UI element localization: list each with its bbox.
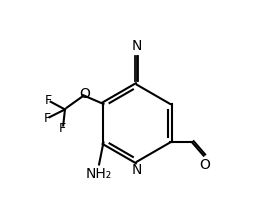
Text: F: F <box>44 112 51 125</box>
Text: F: F <box>59 122 66 135</box>
Text: N: N <box>132 39 142 53</box>
Text: O: O <box>199 158 210 172</box>
Text: NH₂: NH₂ <box>86 167 112 181</box>
Text: F: F <box>45 94 52 107</box>
Text: N: N <box>132 163 142 177</box>
Text: O: O <box>79 87 90 101</box>
